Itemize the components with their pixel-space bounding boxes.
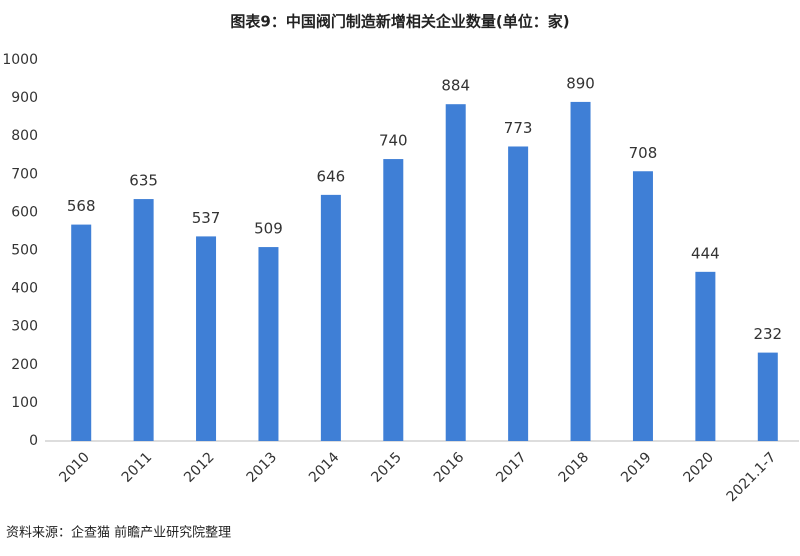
y-tick-label: 900 xyxy=(11,90,38,106)
y-tick-label: 300 xyxy=(11,319,38,335)
x-tick-label: 2014 xyxy=(306,449,343,486)
y-tick-label: 500 xyxy=(11,243,38,259)
bar xyxy=(445,104,466,442)
y-tick-label: 700 xyxy=(11,166,38,182)
bar xyxy=(508,146,529,441)
bar xyxy=(632,171,653,441)
y-tick-label: 800 xyxy=(11,128,38,144)
y-tick-label: 0 xyxy=(29,433,38,449)
y-tick-label: 600 xyxy=(11,204,38,220)
bar xyxy=(695,271,716,441)
source-note: 资料来源：企查猫 前瞻产业研究院整理 xyxy=(6,525,231,541)
x-tick-label: 2020 xyxy=(681,449,718,486)
y-tick-label: 1000 xyxy=(2,52,38,68)
x-tick-label: 2011 xyxy=(119,449,156,486)
bar xyxy=(133,199,154,441)
bar xyxy=(258,247,279,441)
value-label: 773 xyxy=(504,119,533,137)
value-label: 884 xyxy=(441,77,470,95)
x-tick-label: 2015 xyxy=(368,449,405,486)
x-tick-label: 2016 xyxy=(431,449,468,486)
x-tick-label: 2017 xyxy=(493,449,530,486)
value-label: 740 xyxy=(379,132,408,150)
x-tick-label: 2012 xyxy=(181,449,218,486)
value-label: 890 xyxy=(566,74,595,92)
value-label: 509 xyxy=(254,220,283,238)
bar xyxy=(320,194,341,441)
bar xyxy=(196,236,217,441)
y-tick-label: 400 xyxy=(11,281,38,297)
value-label: 444 xyxy=(691,244,720,262)
x-tick-label: 2021.1-7 xyxy=(724,449,780,505)
y-tick-label: 100 xyxy=(11,395,38,411)
bar xyxy=(570,101,591,441)
x-tick-label: 2010 xyxy=(56,449,93,486)
value-label: 708 xyxy=(629,144,658,162)
value-label: 537 xyxy=(192,209,221,227)
value-label: 568 xyxy=(67,197,96,215)
value-label: 635 xyxy=(129,172,158,190)
x-tick-label: 2018 xyxy=(556,449,593,486)
bar xyxy=(383,159,404,441)
y-tick-label: 200 xyxy=(11,357,38,373)
bar xyxy=(71,224,92,441)
value-label: 646 xyxy=(317,167,346,185)
bar xyxy=(757,352,778,441)
value-label: 232 xyxy=(753,325,782,343)
chart-title: 图表9：中国阀门制造新增相关企业数量(单位：家) xyxy=(230,13,569,31)
x-tick-label: 2019 xyxy=(618,449,655,486)
x-tick-label: 2013 xyxy=(244,449,281,486)
